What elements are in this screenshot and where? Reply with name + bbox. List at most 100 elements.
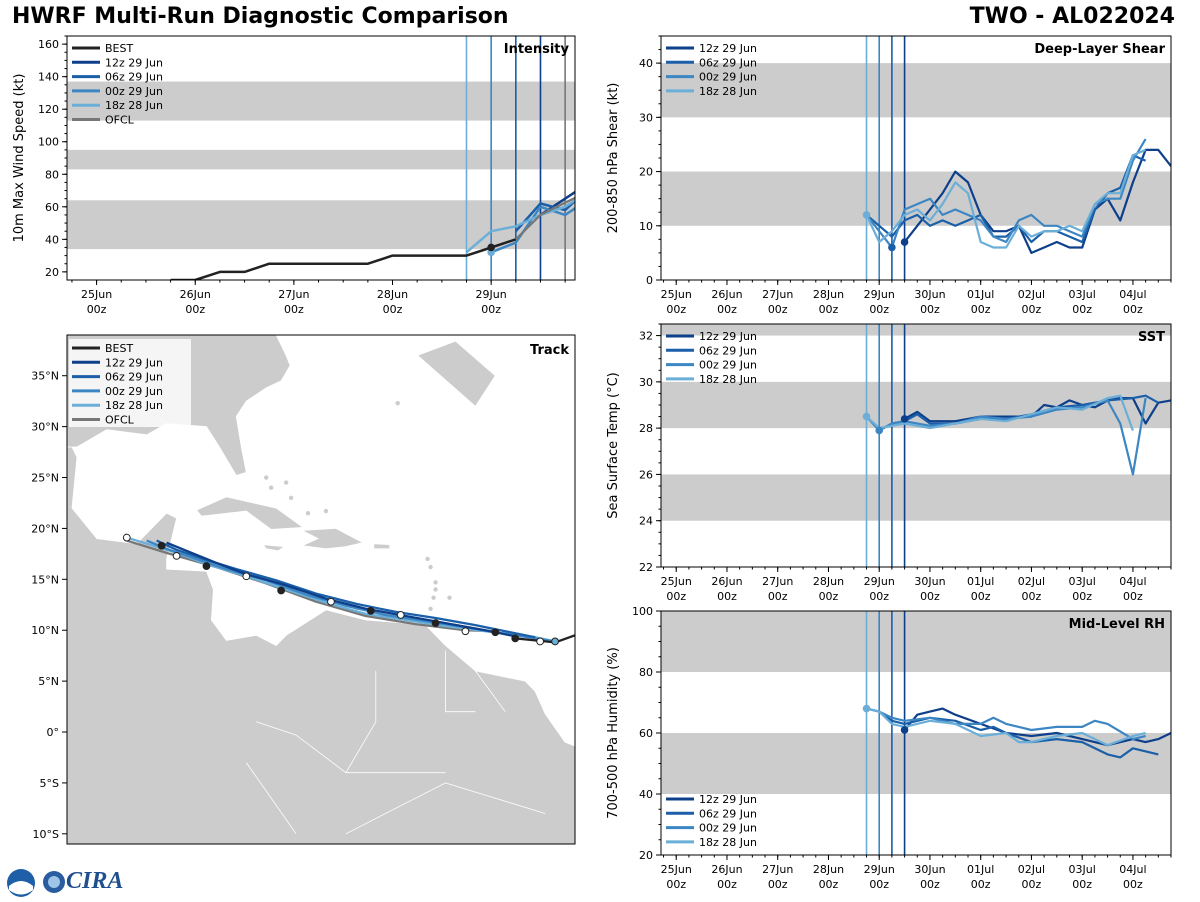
x-tick-day: 01Jul — [967, 288, 994, 301]
y-tick-label: 24 — [639, 515, 653, 528]
series-ofcl — [515, 196, 575, 241]
x-tick-hour: 00z — [869, 590, 889, 603]
x-tick-hour: 00z — [1022, 590, 1042, 603]
track-position-marker — [277, 586, 286, 595]
x-tick-hour: 00z — [717, 590, 737, 603]
island — [433, 587, 438, 592]
x-tick-day: 30Jun — [914, 575, 945, 588]
track-position-marker — [366, 606, 375, 615]
track-position-marker — [122, 533, 131, 542]
init-marker — [862, 211, 871, 219]
y-tick-label: 100 — [38, 136, 59, 149]
x-tick-hour: 00z — [971, 303, 991, 316]
x-tick-hour: 00z — [819, 303, 839, 316]
track-frame — [66, 334, 576, 845]
panel-title: Mid-Level RH — [1069, 617, 1165, 632]
y-tick-label: 20 — [45, 266, 59, 279]
series-00z-29-jun — [490, 205, 575, 254]
y-tick-label: 30 — [639, 111, 653, 124]
country-border — [475, 670, 506, 712]
legend-label: BEST — [105, 342, 133, 355]
init-marker — [900, 415, 909, 423]
track-12z-29-jun — [166, 541, 516, 638]
x-tick-hour: 00z — [666, 590, 686, 603]
legend-label: 00z 29 Jun — [105, 385, 163, 398]
x-tick-hour: 00z — [971, 878, 991, 891]
x-tick-hour: 00z — [1072, 878, 1092, 891]
series-18z-28-jun — [866, 707, 1146, 747]
series-12z-29-jun — [903, 148, 1171, 254]
lat-tick-label: 5°S — [40, 777, 59, 790]
island — [305, 510, 311, 516]
y-tick-label: 80 — [639, 666, 653, 679]
legend-background — [69, 339, 191, 427]
panel-rh: 20 40 60 80 100 25Jun 00z 26Jun 00z 27Jun 00z 28Jun… — [606, 605, 1172, 891]
panel-title: Deep-Layer Shear — [1034, 42, 1165, 57]
x-tick-day: 29Jun — [864, 575, 895, 588]
x-tick-hour: 00z — [1072, 303, 1092, 316]
legend-label: 00z 29 Jun — [699, 71, 757, 84]
x-tick-hour: 00z — [920, 590, 940, 603]
x-tick-day: 27Jun — [762, 288, 793, 301]
threshold-band — [661, 171, 1171, 226]
init-marker — [875, 426, 884, 435]
y-tick-label: 0 — [646, 274, 653, 287]
y-tick-label: 22 — [639, 561, 653, 574]
track-position-marker — [396, 611, 405, 619]
lat-tick-label: 5°N — [38, 675, 59, 688]
legend-label: 06z 29 Jun — [699, 807, 757, 820]
y-tick-label: 100 — [632, 605, 653, 618]
y-tick-label: 40 — [639, 788, 653, 801]
y-tick-label: 40 — [45, 233, 59, 246]
y-tick-label: 28 — [639, 422, 653, 435]
x-tick-day: 27Jun — [278, 288, 309, 301]
x-tick-day: 29Jun — [864, 288, 895, 301]
y-tick-label: 40 — [639, 57, 653, 70]
track-position-marker — [536, 637, 545, 646]
legend-label: 18z 28 Jun — [699, 836, 757, 849]
y-axis-label: 700-500 hPa Humidity (%) — [606, 647, 621, 819]
lat-tick-label: 15°N — [31, 573, 59, 586]
legend-label: 12z 29 Jun — [105, 56, 163, 69]
land-south-america — [67, 436, 575, 844]
x-tick-day: 28Jun — [813, 575, 844, 588]
y-tick-label: 26 — [639, 468, 653, 481]
x-tick-hour: 00z — [1123, 878, 1143, 891]
x-tick-hour: 00z — [1123, 590, 1143, 603]
x-tick-hour: 00z — [717, 878, 737, 891]
threshold-band — [661, 474, 1171, 521]
series-best — [170, 238, 517, 280]
figure-title: HWRF Multi-Run Diagnostic Comparison — [12, 4, 509, 29]
island — [425, 556, 430, 562]
x-tick-hour: 00z — [971, 590, 991, 603]
legend-label: 00z 29 Jun — [105, 85, 163, 98]
shear-plot-area — [661, 36, 1171, 280]
sst-frame — [660, 323, 1172, 568]
y-tick-label: 60 — [639, 727, 653, 740]
sst-plot-area — [661, 324, 1171, 567]
legend-label: OFCL — [105, 414, 135, 427]
x-tick-hour: 00z — [819, 590, 839, 603]
rh-plot-area — [661, 611, 1171, 855]
init-marker — [862, 412, 871, 421]
series-00z-29-jun — [866, 707, 1146, 741]
x-tick-day: 25Jun — [661, 863, 692, 876]
series-18z-28-jun — [865, 148, 1147, 249]
island — [268, 485, 274, 490]
x-tick-day: 28Jun — [813, 288, 844, 301]
legend-label: 06z 29 Jun — [105, 371, 163, 384]
lat-tick-label: 35°N — [31, 370, 59, 383]
series-18z-28-jun — [465, 198, 575, 254]
x-tick-hour: 00z — [666, 878, 686, 891]
x-tick-day: 27Jun — [762, 863, 793, 876]
legend-label: 00z 29 Jun — [699, 359, 757, 372]
country-border — [345, 782, 546, 835]
storm-id: TWO - AL022024 — [969, 4, 1175, 29]
x-tick-day: 30Jun — [914, 288, 945, 301]
series-06z-29-jun — [865, 154, 1147, 244]
x-tick-day: 01Jul — [967, 575, 994, 588]
y-tick-label: 20 — [639, 849, 653, 862]
y-tick-label: 30 — [639, 376, 653, 389]
x-tick-day: 25Jun — [661, 288, 692, 301]
